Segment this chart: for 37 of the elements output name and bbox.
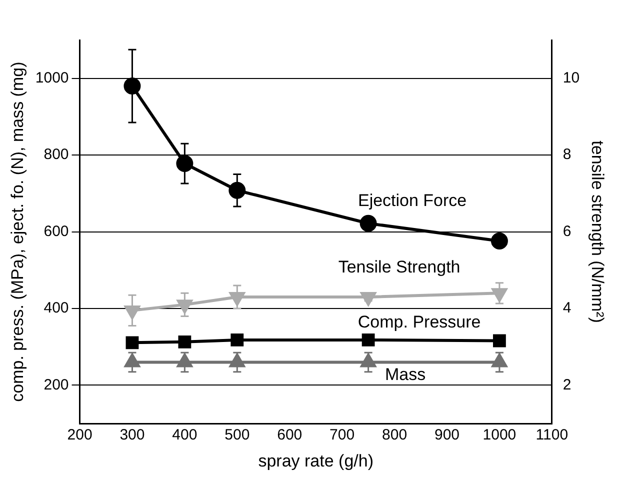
y2-axis-title: tensile strength (N/mm²) <box>588 140 608 323</box>
point <box>493 334 506 348</box>
y2-tick-label: 4 <box>562 300 572 317</box>
x-tick-label: 200 <box>67 426 92 444</box>
series-label: Comp. Pressure <box>358 312 481 332</box>
series-label: Mass <box>384 364 426 384</box>
point <box>230 334 244 346</box>
y2-tick-label: 8 <box>562 146 572 164</box>
y2-tick-label: 6 <box>562 222 572 240</box>
x-tick-label: 900 <box>434 426 460 444</box>
x-tick-label: 1000 <box>482 426 516 444</box>
y2-tick-label: 10 <box>562 70 580 86</box>
point <box>178 335 192 348</box>
x-tick-label: 400 <box>172 426 198 444</box>
point <box>176 155 194 172</box>
series-label: Ejection Force <box>358 191 467 210</box>
y-tick-label: 200 <box>44 376 69 394</box>
y-tick-label: 1000 <box>35 70 69 86</box>
y2-tick-label: 2 <box>562 376 572 394</box>
point <box>126 336 139 350</box>
point <box>124 78 141 95</box>
y-tick-label: 400 <box>44 300 69 317</box>
series-label: Tensile Strength <box>338 258 460 277</box>
y-axis-title: comp. press. (MPa), eject. fo. (N), mass (mg) <box>8 62 27 402</box>
x-tick-label: 600 <box>277 426 302 444</box>
x-tick-label: 1100 <box>536 426 568 444</box>
point <box>490 232 508 250</box>
point <box>362 334 375 346</box>
x-axis-title: spray rate (g/h) <box>258 451 374 470</box>
y-tick-label: 600 <box>44 222 69 240</box>
x-tick-label: 800 <box>382 426 408 444</box>
x-tick-label: 300 <box>120 426 145 444</box>
x-tick-label: 700 <box>330 426 355 444</box>
point <box>360 214 377 232</box>
point <box>228 182 246 199</box>
x-tick-label: 500 <box>224 426 250 444</box>
y-tick-label: 800 <box>44 146 69 164</box>
